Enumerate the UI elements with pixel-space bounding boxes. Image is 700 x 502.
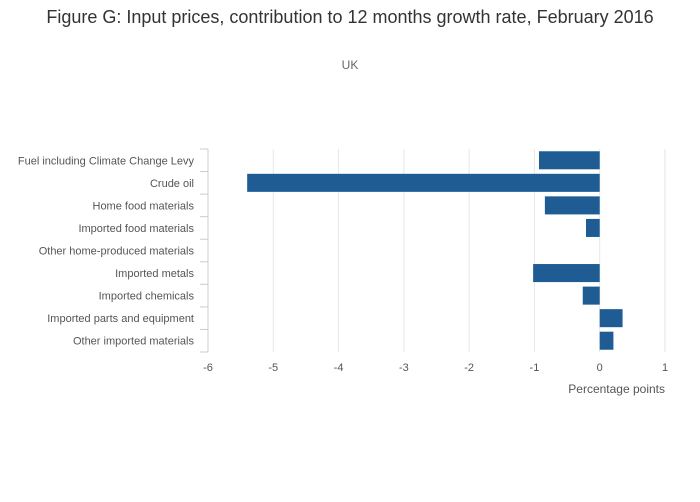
y-axis — [200, 148, 209, 353]
bar — [582, 286, 600, 305]
x-tick-label: 0 — [597, 362, 603, 374]
category-label: Fuel including Climate Change Levy — [18, 155, 195, 167]
category-label: Other imported materials — [73, 336, 195, 348]
bar — [599, 309, 623, 328]
x-tick-label: -2 — [464, 362, 474, 374]
x-tick-labels: -6 -5 -4 -3 -2 -1 0 1 — [203, 362, 668, 374]
bar — [599, 331, 614, 350]
x-tick-label: -6 — [203, 362, 213, 374]
bar — [533, 264, 600, 283]
category-label: Imported metals — [115, 268, 194, 280]
chart-title: Figure G: Input prices, contribution to … — [46, 7, 654, 27]
bars — [247, 151, 623, 350]
bar — [544, 196, 600, 215]
category-label: Imported chemicals — [99, 291, 195, 303]
category-label: Imported food materials — [78, 223, 194, 235]
bar — [538, 151, 600, 170]
category-label: Home food materials — [93, 200, 195, 212]
chart-subtitle: UK — [341, 58, 359, 72]
bar — [247, 173, 600, 192]
x-tick-label: -5 — [268, 362, 278, 374]
category-label: Other home-produced materials — [39, 246, 195, 258]
x-tick-label: 1 — [662, 362, 668, 374]
x-tick-label: -1 — [530, 362, 540, 374]
bar — [586, 218, 600, 237]
x-tick-label: -4 — [334, 362, 344, 374]
x-tick-label: -3 — [399, 362, 409, 374]
category-label: Imported parts and equipment — [47, 313, 194, 325]
x-axis-title: Percentage points — [568, 382, 665, 396]
category-labels: Fuel including Climate Change Levy Crude … — [18, 155, 195, 347]
category-label: Crude oil — [150, 178, 194, 190]
